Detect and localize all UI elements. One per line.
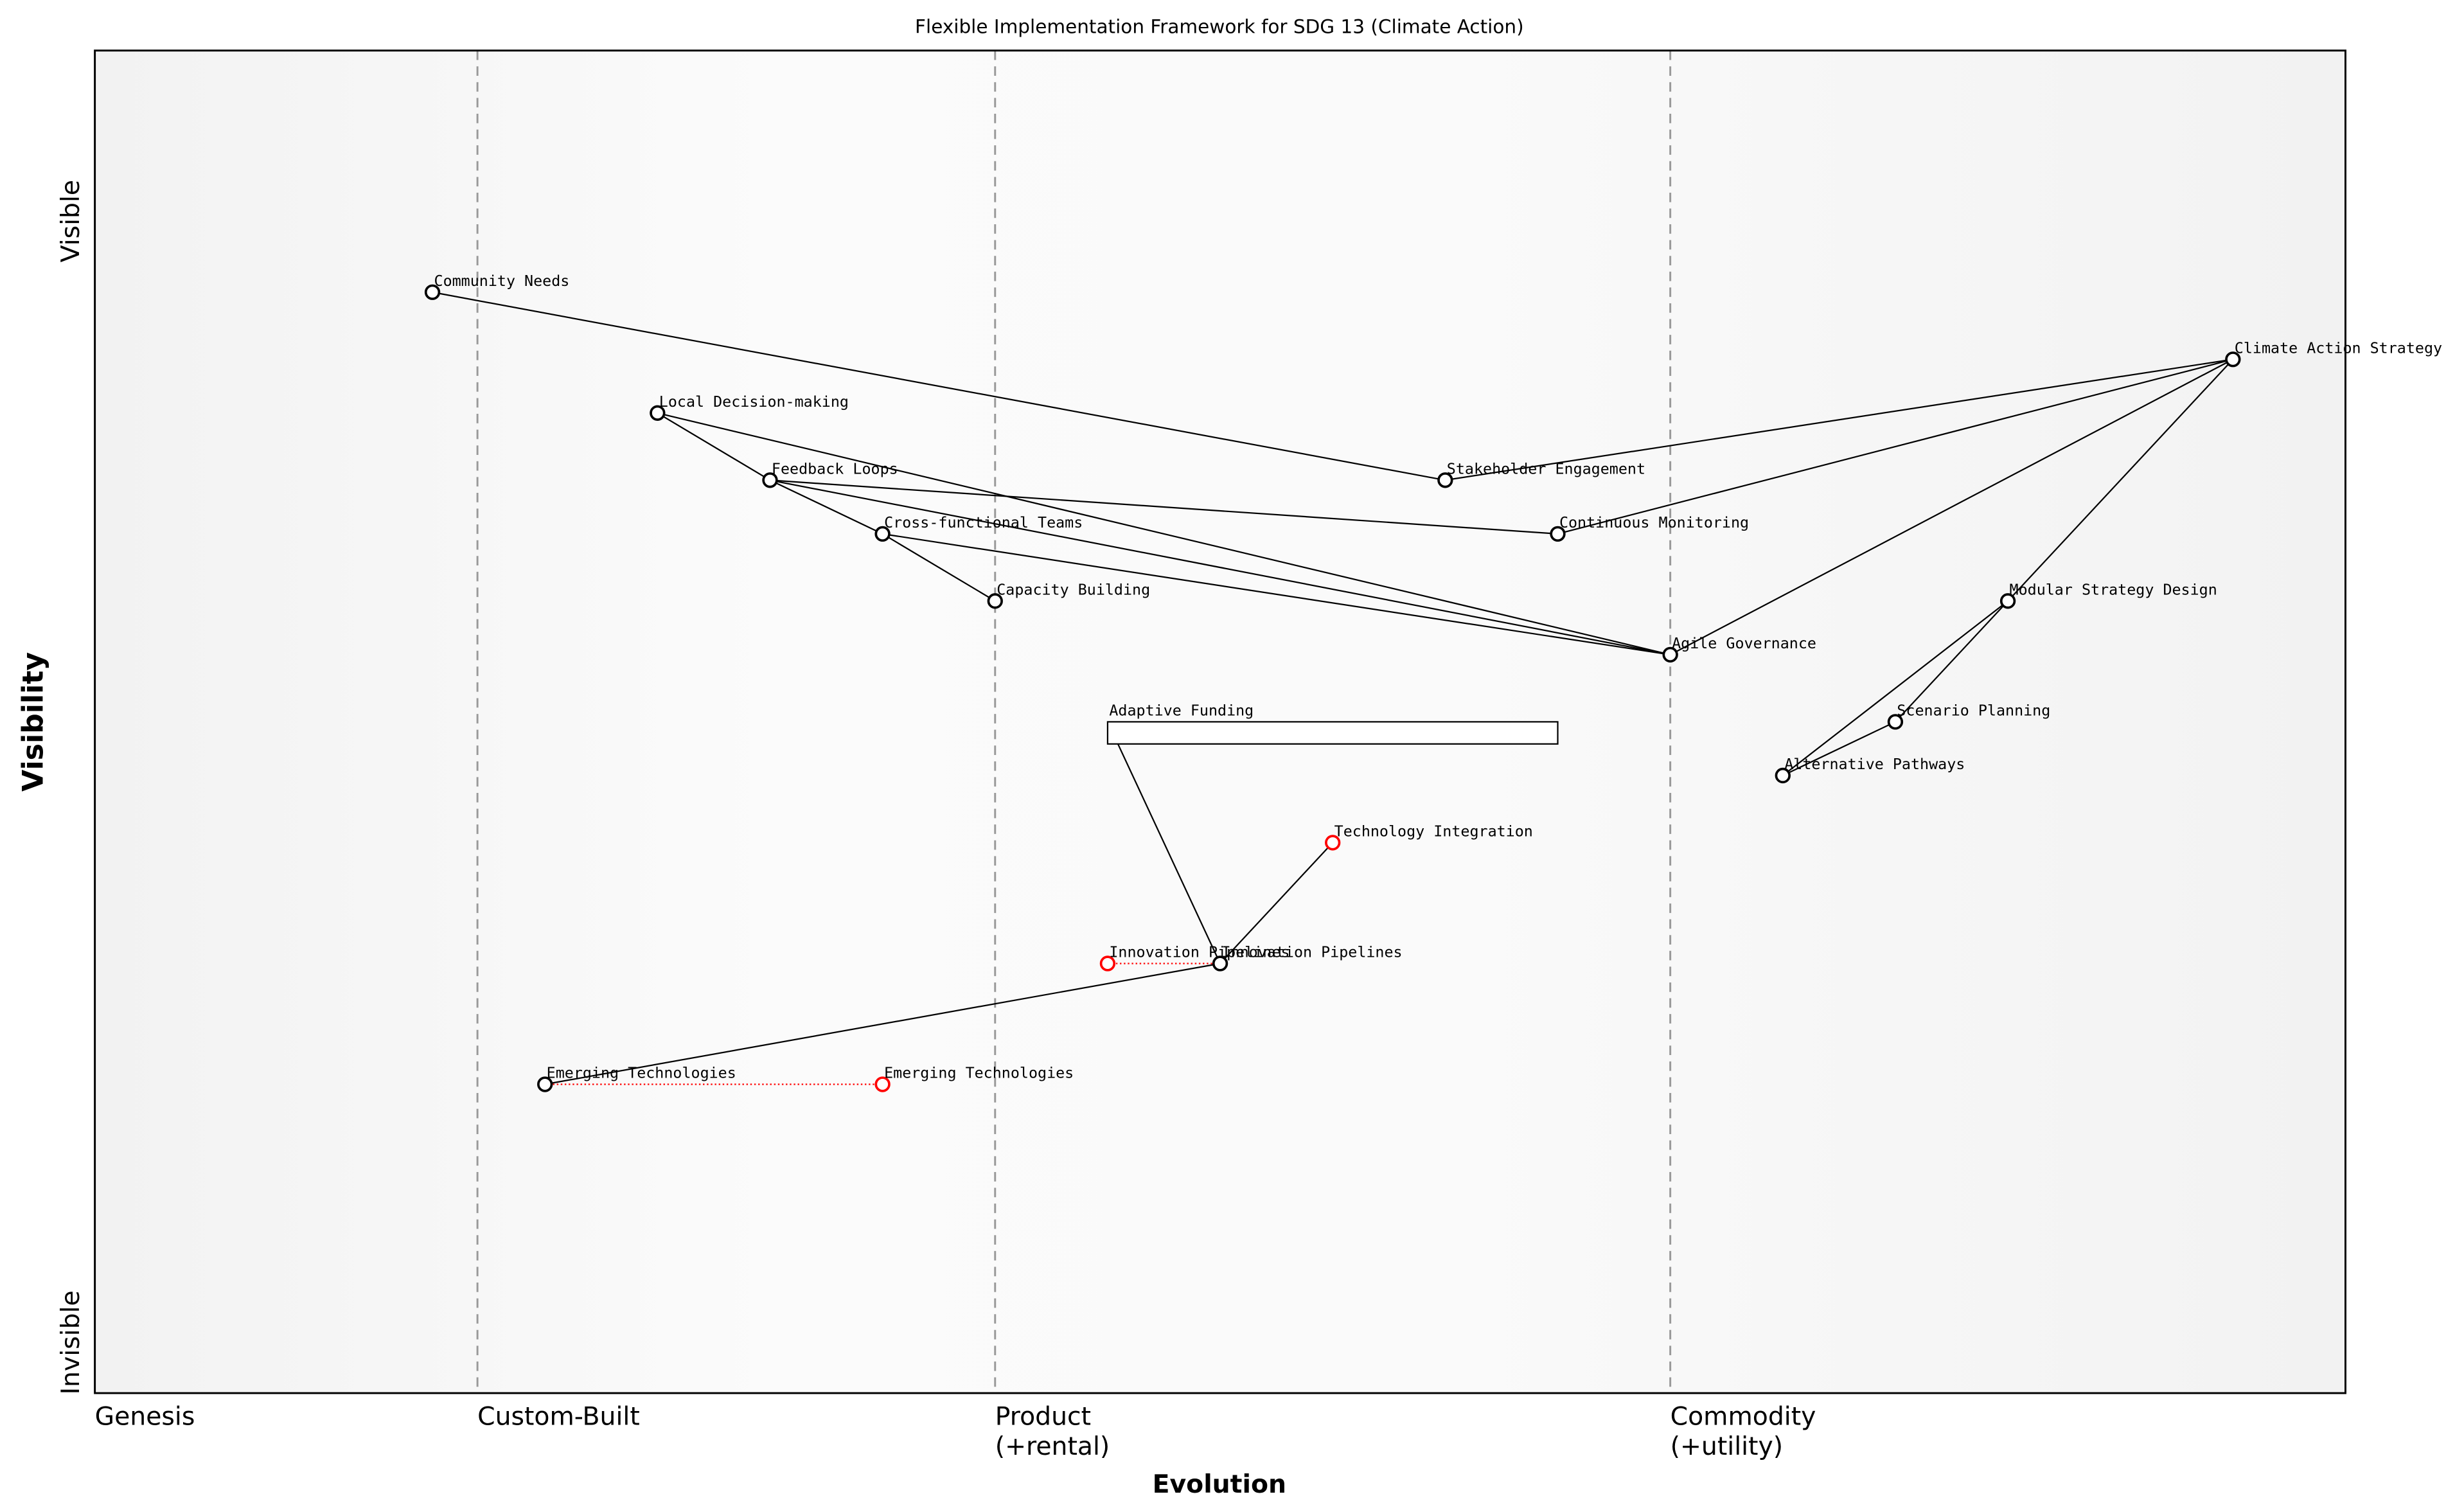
node	[1437, 472, 1453, 488]
link	[770, 479, 883, 535]
node-label: Emerging Technologies	[547, 1064, 736, 1082]
link	[882, 533, 1671, 656]
node-label: Feedback Loops	[772, 459, 898, 477]
stage-label-line: Product	[995, 1401, 1091, 1431]
node	[987, 593, 1003, 609]
link	[1106, 721, 1221, 964]
node-label: Technology Integration	[1334, 822, 1533, 840]
stage-label-line: (+utility)	[1671, 1432, 1783, 1461]
node-label: Stakeholder Engagement	[1447, 459, 1645, 477]
node	[2225, 351, 2241, 368]
node	[1325, 835, 1341, 851]
stage-label: Custom-Built	[477, 1401, 640, 1431]
link	[1782, 600, 2008, 776]
link	[1445, 359, 2233, 481]
link	[1670, 359, 2233, 655]
pipeline	[1106, 721, 1559, 745]
evolved-node	[874, 1076, 891, 1092]
link	[2007, 359, 2234, 602]
link	[1782, 721, 1896, 776]
link	[770, 479, 1558, 535]
link	[1895, 600, 2008, 723]
stage-label-line: Commodity	[1671, 1401, 1816, 1431]
link	[882, 533, 996, 602]
node-label: Agile Governance	[1672, 634, 1816, 652]
node-label: Cross-functional Teams	[884, 513, 1083, 531]
stage-label-line: (+rental)	[995, 1432, 1110, 1461]
stage-label: Genesis	[95, 1401, 195, 1431]
node-label: Alternative Pathways	[1784, 755, 1965, 773]
node	[1212, 955, 1228, 972]
plot-frame	[94, 49, 2346, 1394]
evolved-label: Innovation Pipelines	[1109, 943, 1290, 961]
link	[657, 412, 771, 481]
map-layer: Genesis Custom-Built Product (+rental) Commo…	[95, 50, 2442, 1461]
link	[1219, 842, 1334, 964]
node	[1887, 714, 1904, 730]
node	[874, 526, 891, 542]
stage-label: Commodity (+utility)	[1671, 1401, 1816, 1461]
stage-label-line: Genesis	[95, 1401, 195, 1431]
node-label: Innovation Pipelines	[1222, 943, 1403, 961]
node-label: Adaptive Funding	[1109, 702, 1254, 720]
y-top-label: Visible	[56, 180, 85, 262]
link	[770, 479, 1671, 655]
link	[1557, 359, 2233, 535]
node-label: Local Decision-making	[659, 393, 849, 411]
node	[1662, 646, 1678, 663]
link	[657, 412, 1671, 655]
stage-label: Product (+rental)	[995, 1401, 1110, 1461]
evolved-node	[1099, 955, 1116, 972]
node	[1999, 593, 2016, 609]
stage-label-line: Custom-Built	[477, 1401, 640, 1431]
evolved-label: Emerging Technologies	[884, 1064, 1074, 1082]
node-label: Modular Strategy Design	[2010, 580, 2217, 598]
link	[432, 291, 1446, 481]
node-label: Scenario Planning	[1897, 702, 2050, 720]
node	[537, 1076, 553, 1092]
x-axis-label: Evolution	[1153, 1470, 1286, 1499]
node-label: Climate Action Strategy	[2235, 339, 2442, 357]
y-axis-label: Visibility	[17, 652, 50, 792]
node	[762, 472, 778, 488]
chart-title: Flexible Implementation Framework for SD…	[915, 16, 1524, 38]
node	[650, 405, 666, 421]
node	[1775, 767, 1791, 784]
node-label: Community Needs	[434, 272, 570, 290]
node-label: Continuous Monitoring	[1559, 513, 1749, 531]
link	[545, 963, 1221, 1085]
node	[424, 284, 441, 300]
node	[1550, 526, 1566, 542]
y-bottom-label: Invisible	[56, 1290, 85, 1394]
node-label: Capacity Building	[997, 580, 1150, 598]
